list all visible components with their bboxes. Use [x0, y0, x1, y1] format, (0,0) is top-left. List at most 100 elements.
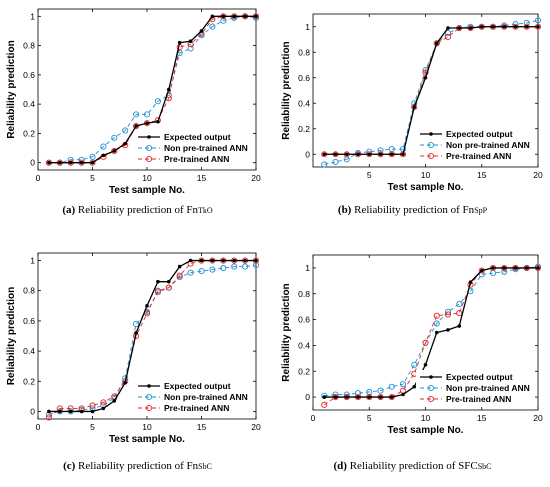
- legend-label-a-2: Pre-trained ANN: [164, 154, 229, 164]
- point-a-0-1: [58, 160, 62, 165]
- point-b-0-1: [333, 152, 338, 157]
- point-d-0-14: [479, 268, 484, 273]
- point-c-0-4: [90, 409, 95, 414]
- legend-marker-c-0: [147, 384, 151, 388]
- legend-label-b-1: Non pre-trained ANN: [446, 140, 530, 150]
- x-tick-label-d-0: 0: [311, 413, 316, 423]
- point-a-1-7: [122, 127, 129, 134]
- point-a-2-6: [111, 147, 118, 155]
- y-tick-label-a-1: 0.2: [23, 128, 35, 138]
- point-d-2-12: [456, 310, 463, 317]
- point-d-0-3: [356, 395, 360, 399]
- point-c-0-7: [123, 380, 127, 385]
- caption-d-text: Reliability prediction of SFC: [349, 460, 478, 472]
- legend-label-b-0: Expected output: [446, 129, 513, 139]
- point-c-0-0: [47, 409, 51, 414]
- y-tick-label-c-1: 0.2: [23, 376, 35, 386]
- point-a-0-14: [199, 29, 204, 33]
- point-a-0-7: [123, 141, 127, 146]
- x-tick-label-c-0: 0: [36, 422, 41, 432]
- point-c-2-10: [154, 287, 161, 294]
- y-tick-label-c-0: 0: [30, 406, 35, 416]
- point-a-1-4: [89, 153, 96, 160]
- point-a-0-19: [254, 14, 258, 19]
- point-c-0-1: [58, 409, 62, 414]
- y-tick-label-a-0: 0: [30, 158, 35, 168]
- point-b-0-10: [434, 41, 439, 46]
- point-b-0-13: [468, 26, 473, 30]
- point-c-0-8: [134, 331, 138, 335]
- x-tick-label-b-3: 20: [533, 170, 543, 180]
- series-line-d-1: [324, 266, 539, 397]
- chart-c: 0 5 10 15 20 0 0.2 0.4 0.6 0.8 1 Test sample No. Rel…: [6, 252, 261, 445]
- x-axis-label-d: Test sample No.: [388, 425, 464, 436]
- caption-c-label: (c): [63, 460, 76, 472]
- point-b-0-15: [491, 24, 495, 29]
- x-tick-label-c-2: 10: [142, 422, 152, 432]
- chart-d: 0 5 10 15 20 0 0.2 0.4 0.6 0.8 1 Test sample No. Rel…: [281, 254, 543, 436]
- point-c-1-19: [252, 262, 260, 269]
- y-tick-label-d-4: 0.8: [298, 289, 310, 299]
- legend-label-d-1: Non pre-trained ANN: [446, 383, 530, 393]
- point-d-0-9: [423, 362, 428, 367]
- legend-marker-d-2: [427, 395, 435, 403]
- point-a-0-9: [145, 121, 149, 125]
- point-d-0-12: [457, 324, 462, 328]
- point-a-1-15: [209, 23, 216, 30]
- x-tick-label-d-4: 20: [533, 413, 543, 423]
- point-c-0-11: [167, 279, 171, 284]
- point-d-1-8: [411, 361, 418, 368]
- y-tick-label-c-4: 0.8: [23, 286, 35, 296]
- point-c-0-15: [210, 258, 215, 263]
- caption-a: (a) Reliability prediction of FnTkO: [0, 204, 275, 216]
- point-c-1-13: [187, 269, 194, 276]
- caption-d-sub: SbC: [477, 462, 492, 471]
- point-d-2-0: [321, 401, 328, 408]
- y-tick-label-c-3: 0.6: [23, 316, 35, 326]
- point-a-0-5: [101, 153, 106, 158]
- point-a-0-11: [167, 87, 171, 92]
- point-c-0-17: [232, 258, 236, 263]
- legend-marker-d-0: [429, 375, 433, 379]
- point-b-2-11: [444, 33, 452, 41]
- point-c-1-8: [133, 320, 140, 327]
- legend-marker-c-2: [145, 404, 153, 412]
- point-c-1-18: [242, 263, 249, 270]
- point-a-1-13: [187, 45, 194, 52]
- point-b-0-6: [389, 152, 394, 157]
- point-d-1-7: [399, 381, 407, 388]
- x-tick-label-d-1: 5: [367, 413, 372, 423]
- point-b-0-5: [378, 152, 383, 157]
- point-c-0-12: [177, 264, 182, 269]
- point-b-0-11: [446, 26, 450, 30]
- point-a-0-12: [177, 40, 182, 45]
- caption-d-label: (d): [333, 460, 347, 472]
- y-tick-label-d-3: 0.6: [298, 315, 310, 325]
- point-a-0-13: [188, 39, 193, 43]
- legend-label-d-0: Expected output: [446, 372, 513, 382]
- x-tick-label-c-1: 5: [90, 422, 95, 432]
- y-tick-label-c-2: 0.4: [23, 346, 35, 356]
- series-line-c-1: [48, 264, 257, 415]
- legend-label-a-1: Non pre-trained ANN: [164, 143, 248, 153]
- x-tick-label-b-1: 10: [421, 170, 431, 180]
- point-b-0-14: [479, 24, 484, 29]
- chart-a: 0 5 10 15 20 0 0.2 0.4 0.6 0.8 1 Test sample No. Rel…: [6, 8, 261, 196]
- point-d-0-11: [446, 328, 450, 332]
- legend-marker-a-2: [145, 155, 153, 163]
- point-b-0-16: [502, 24, 507, 29]
- point-d-1-12: [456, 301, 463, 308]
- point-d-0-16: [502, 266, 507, 270]
- point-a-0-17: [232, 14, 236, 19]
- point-c-0-16: [221, 258, 226, 263]
- caption-a-sub: TkO: [197, 206, 213, 215]
- x-axis-label-b: Test sample No.: [388, 182, 464, 193]
- point-b-1-0: [321, 161, 328, 168]
- legend-marker-c-1: [145, 393, 153, 401]
- point-c-0-14: [199, 258, 204, 263]
- legend-marker-d-1: [427, 384, 435, 392]
- point-c-0-19: [254, 258, 258, 263]
